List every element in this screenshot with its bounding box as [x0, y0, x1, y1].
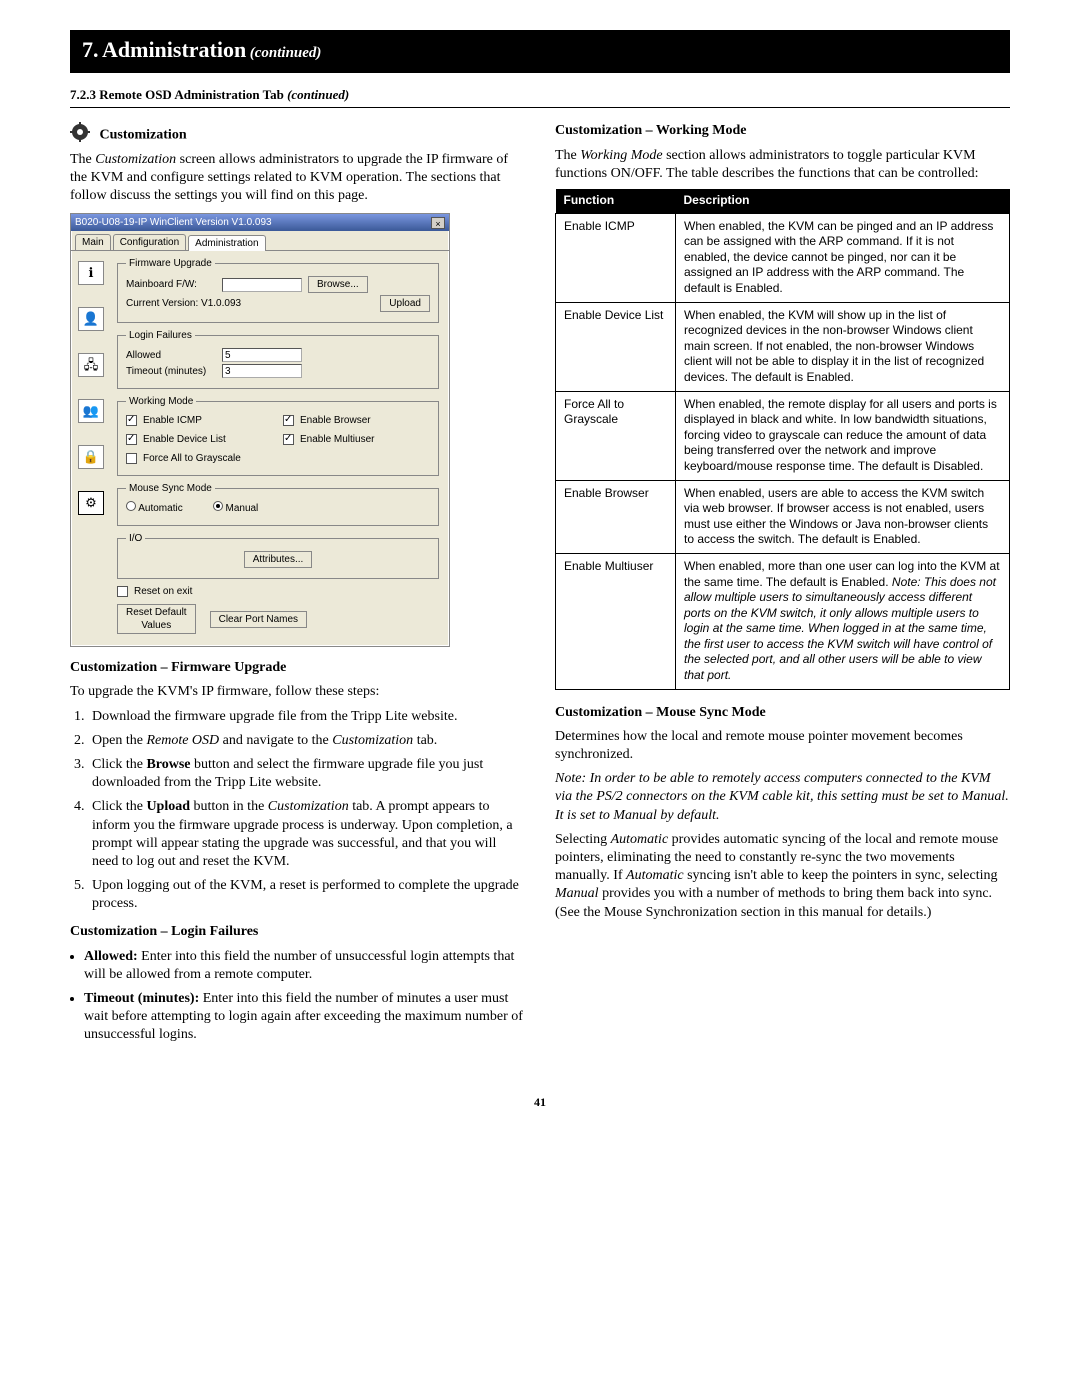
attributes-button[interactable]: Attributes... — [244, 551, 313, 568]
tab-configuration[interactable]: Configuration — [113, 234, 186, 250]
header-band: 7. Administration (continued) — [70, 30, 1010, 73]
right-column: Customization – Working Mode The Working… — [555, 122, 1010, 1054]
current-version-label: Current Version: V1.0.093 — [126, 297, 241, 310]
step-4: Click the Upload button in the Customiza… — [88, 798, 525, 871]
users-icon[interactable]: 👥 — [78, 399, 104, 423]
enable-devlist-checkbox[interactable] — [126, 434, 137, 445]
mainboard-fw-field[interactable] — [222, 278, 302, 292]
gear-icon — [70, 122, 90, 148]
login-failures-heading: Customization – Login Failures — [70, 923, 525, 941]
mainboard-fw-label: Mainboard F/W: — [126, 278, 216, 291]
customization-intro: The Customization screen allows administ… — [70, 151, 525, 206]
firmware-intro: To upgrade the KVM's IP firmware, follow… — [70, 683, 525, 701]
mouse-sync-note: Note: In order to be able to remotely ac… — [555, 770, 1010, 825]
allowed-field[interactable]: 5 — [222, 348, 302, 362]
enable-multiuser-checkbox[interactable] — [283, 434, 294, 445]
window-title: B020-U08-19-IP WinClient Version V1.0.09… — [75, 216, 272, 229]
lock-icon[interactable]: 🔒 — [78, 445, 104, 469]
table-row: Enable Multiuser When enabled, more than… — [556, 553, 1010, 689]
working-mode-intro: The Working Mode section allows administ… — [555, 147, 1010, 183]
col-description: Description — [676, 189, 1010, 213]
manual-radio[interactable] — [213, 501, 223, 511]
bullet-timeout: Timeout (minutes): Enter into this field… — [84, 990, 525, 1045]
table-row: Enable Device List When enabled, the KVM… — [556, 302, 1010, 391]
working-mode-group: Working Mode Enable ICMP Enable Browser … — [117, 395, 439, 476]
mouse-sync-text1: Determines how the local and remote mous… — [555, 728, 1010, 764]
settings-icon[interactable]: ⚙ — [78, 491, 104, 515]
header-title: Administration — [102, 37, 246, 62]
io-group: I/O Attributes... — [117, 532, 439, 579]
col-function: Function — [556, 189, 676, 213]
upload-button[interactable]: Upload — [380, 295, 430, 312]
step-5: Upon logging out of the KVM, a reset is … — [88, 877, 525, 913]
browse-button[interactable]: Browse... — [308, 276, 368, 293]
login-failures-group: Login Failures Allowed 5 Timeout (minute… — [117, 329, 439, 389]
tab-administration[interactable]: Administration — [188, 235, 265, 251]
mouse-sync-text2: Selecting Automatic provides automatic s… — [555, 831, 1010, 922]
allowed-label: Allowed — [126, 349, 216, 362]
reset-default-button[interactable]: Reset Default Values — [117, 604, 196, 634]
network-icon[interactable]: 🖧 — [78, 353, 104, 377]
firmware-upgrade-group: Firmware Upgrade Mainboard F/W: Browse..… — [117, 257, 439, 323]
customization-heading: Customization — [100, 128, 187, 143]
mouse-sync-heading: Customization – Mouse Sync Mode — [555, 704, 1010, 722]
admin-sidebar: ℹ 👤 🖧 👥 🔒 ⚙ — [71, 251, 111, 646]
grayscale-checkbox[interactable] — [126, 453, 137, 464]
mouse-sync-group: Mouse Sync Mode Automatic Manual — [117, 482, 439, 526]
clear-port-names-button[interactable]: Clear Port Names — [210, 611, 307, 628]
table-row: Enable Browser When enabled, users are a… — [556, 480, 1010, 553]
working-mode-heading: Customization – Working Mode — [555, 122, 1010, 140]
user-icon[interactable]: 👤 — [78, 307, 104, 331]
header-continued: (continued) — [250, 45, 322, 61]
firmware-steps: Download the firmware upgrade file from … — [88, 708, 525, 914]
tab-main[interactable]: Main — [75, 234, 111, 250]
reset-on-exit-checkbox[interactable] — [117, 586, 128, 597]
step-3: Click the Browse button and select the f… — [88, 756, 525, 792]
table-row: Force All to Grayscale When enabled, the… — [556, 391, 1010, 480]
table-row: Enable ICMP When enabled, the KVM can be… — [556, 213, 1010, 302]
screenshot-window: B020-U08-19-IP WinClient Version V1.0.09… — [70, 213, 525, 647]
bullet-allowed: Allowed: Enter into this field the numbe… — [84, 948, 525, 984]
info-icon[interactable]: ℹ — [78, 261, 104, 285]
close-icon[interactable]: × — [431, 217, 445, 229]
header-num: 7. — [82, 37, 99, 62]
window-titlebar: B020-U08-19-IP WinClient Version V1.0.09… — [71, 214, 449, 231]
automatic-radio[interactable] — [126, 501, 136, 511]
login-failures-bullets: Allowed: Enter into this field the numbe… — [84, 948, 525, 1045]
left-column: Customization The Customization screen a… — [70, 122, 525, 1054]
enable-browser-checkbox[interactable] — [283, 415, 294, 426]
page-number: 41 — [70, 1095, 1010, 1111]
timeout-field[interactable]: 3 — [222, 364, 302, 378]
tab-strip: Main Configuration Administration — [71, 231, 449, 250]
step-1: Download the firmware upgrade file from … — [88, 708, 525, 726]
timeout-label: Timeout (minutes) — [126, 365, 216, 378]
section-reference: 7.2.3 Remote OSD Administration Tab (con… — [70, 87, 1010, 109]
step-2: Open the Remote OSD and navigate to the … — [88, 732, 525, 750]
firmware-heading: Customization – Firmware Upgrade — [70, 659, 525, 677]
working-mode-table: Function Description Enable ICMP When en… — [555, 189, 1010, 690]
enable-icmp-checkbox[interactable] — [126, 415, 137, 426]
